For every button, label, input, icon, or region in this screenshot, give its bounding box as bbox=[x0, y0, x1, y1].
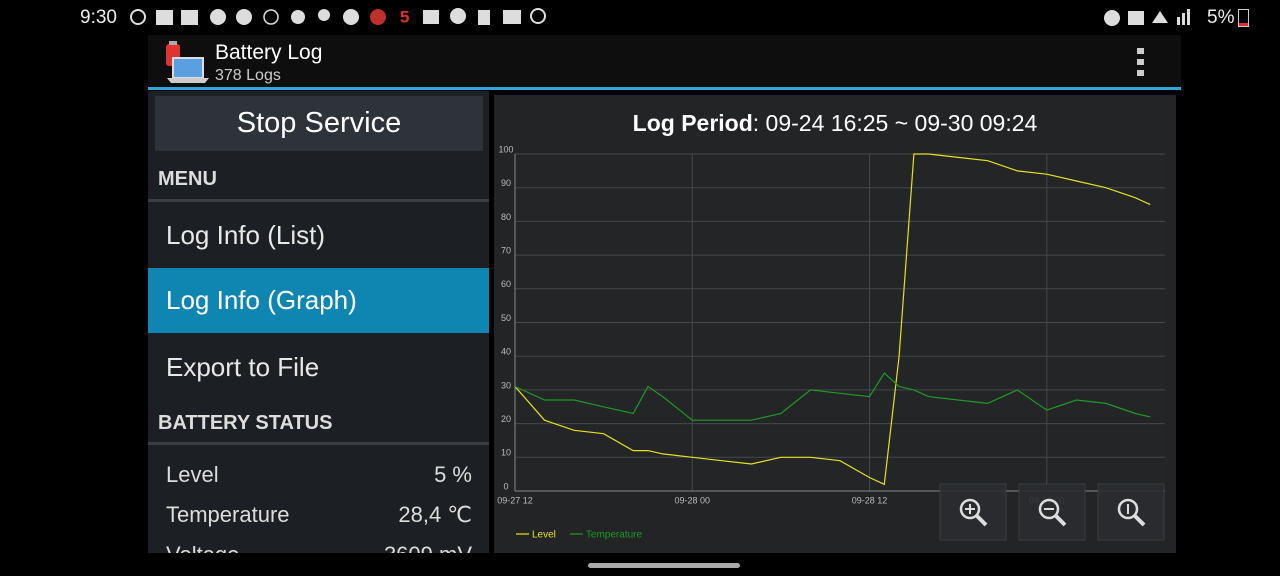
y-tick-label: 70 bbox=[501, 245, 511, 255]
log-period-value: : 09-24 16:25 ~ 09-30 09:24 bbox=[753, 110, 1038, 136]
log-period-label: Log Period bbox=[633, 110, 753, 136]
status-value: 3609 mV bbox=[384, 542, 472, 553]
y-tick-label: 90 bbox=[501, 178, 511, 188]
y-tick-label: 80 bbox=[501, 212, 511, 222]
status-list: Level 5 % Temperature 28,4 ℃ Voltage 3609 m… bbox=[148, 445, 489, 553]
icon bbox=[1054, 514, 1067, 527]
status-row: Voltage 3609 mV bbox=[166, 542, 472, 553]
y-tick-label: 10 bbox=[501, 448, 511, 458]
app-bar bbox=[148, 35, 1181, 87]
button-bg bbox=[939, 483, 1007, 541]
icon bbox=[1038, 498, 1060, 520]
menu-header: MENU bbox=[158, 168, 217, 190]
icon bbox=[959, 498, 981, 520]
legend-label: Level bbox=[532, 530, 556, 541]
line-series bbox=[514, 153, 1151, 486]
y-tick-label: 30 bbox=[501, 380, 511, 390]
x-tick-label: 09-28 12 bbox=[852, 495, 888, 505]
zoom-reset-button[interactable] bbox=[1097, 483, 1165, 541]
status-value: 5 % bbox=[434, 462, 472, 487]
notification-icons: 5 bbox=[130, 7, 546, 26]
zoom-out-button[interactable] bbox=[1018, 483, 1086, 541]
x-tick-label: 09-28 00 bbox=[675, 495, 711, 505]
button-bg bbox=[1097, 483, 1165, 541]
app-title: Battery Log bbox=[215, 41, 323, 64]
button-bg bbox=[1018, 483, 1086, 541]
status-label: Temperature bbox=[166, 502, 290, 527]
y-tick-label: 40 bbox=[501, 347, 511, 357]
divider bbox=[148, 199, 489, 202]
menu-item-selected[interactable]: Log Info (Graph) bbox=[148, 268, 489, 333]
status-row: Level 5 % bbox=[166, 462, 472, 488]
icons bbox=[130, 8, 546, 25]
status-header: BATTERY STATUS bbox=[158, 412, 333, 434]
status-value: 28,4 ℃ bbox=[398, 502, 472, 527]
y-tick-label: 20 bbox=[501, 414, 511, 424]
zoom-in-button[interactable] bbox=[939, 483, 1007, 541]
status-bar: 9:30 5 5% bbox=[0, 0, 1280, 35]
divider bbox=[148, 442, 489, 445]
y-tick-label: 100 bbox=[498, 144, 513, 154]
icon bbox=[1133, 514, 1146, 527]
legend-label: Temperature bbox=[586, 530, 643, 541]
y-tick-label: 50 bbox=[501, 313, 511, 323]
x-tick-label: 09-27 12 bbox=[497, 495, 533, 505]
battery-icon bbox=[1238, 9, 1249, 27]
stop-service-button[interactable]: Stop Service bbox=[155, 96, 483, 151]
battery-percent: 5% bbox=[1207, 7, 1235, 28]
line-series bbox=[514, 372, 1151, 421]
icon bbox=[975, 514, 988, 527]
app-subtitle: 378 Logs bbox=[215, 67, 281, 84]
overflow-menu[interactable] bbox=[1134, 46, 1148, 78]
app-icon bbox=[166, 41, 209, 83]
menu-item[interactable]: Export to File bbox=[166, 351, 320, 382]
status-label: Level bbox=[166, 462, 219, 487]
system-icons bbox=[1104, 9, 1190, 26]
status-row: Temperature 28,4 ℃ bbox=[166, 502, 472, 528]
graph-panel: Log Period: 09-24 16:25 ~ 09-30 09:24 0 1… bbox=[494, 95, 1176, 553]
icon bbox=[1117, 498, 1139, 520]
log-period: Log Period: 09-24 16:25 ~ 09-30 09:24 bbox=[633, 110, 1038, 136]
badge: 5 bbox=[400, 7, 409, 26]
y-tick-label: 60 bbox=[501, 279, 511, 289]
nav-pill[interactable] bbox=[588, 563, 740, 568]
y-tick-label: 0 bbox=[503, 481, 508, 491]
status-label: Voltage bbox=[166, 542, 239, 553]
app-bar-divider bbox=[148, 87, 1181, 90]
clock: 9:30 bbox=[80, 7, 117, 28]
menu-item[interactable]: Log Info (List) bbox=[166, 219, 325, 250]
